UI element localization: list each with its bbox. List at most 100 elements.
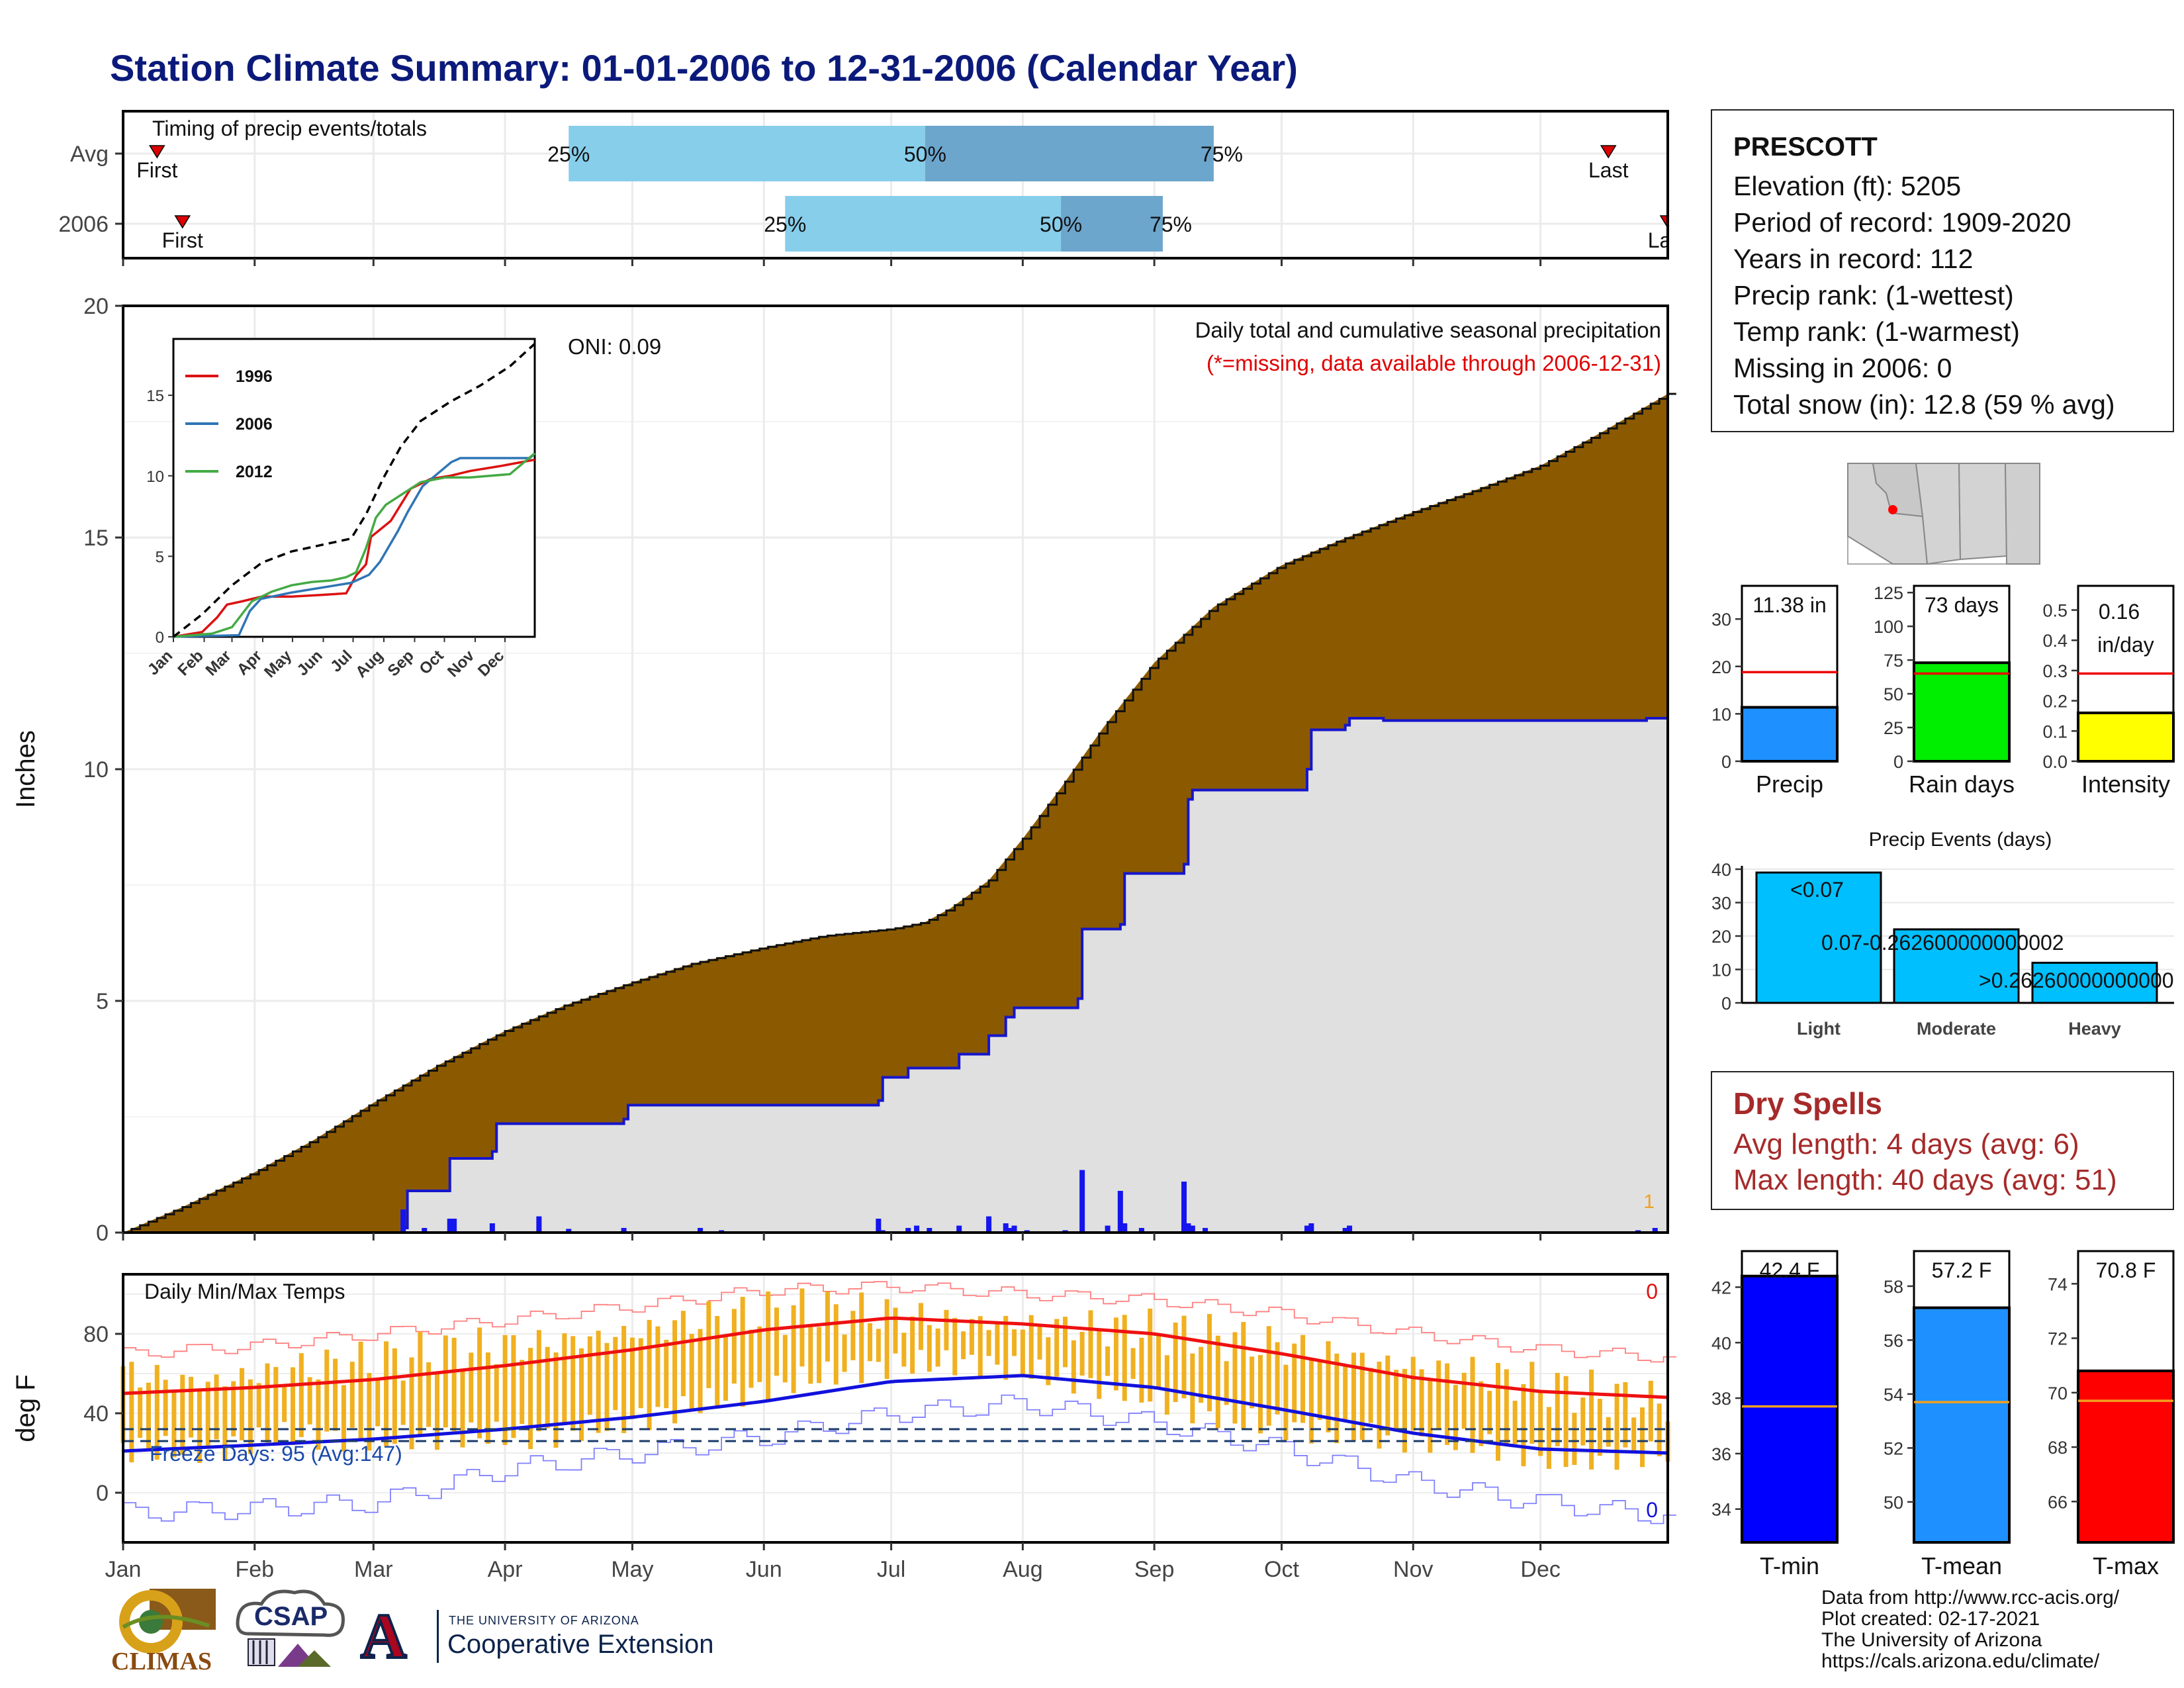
y-tick-label: 80: [83, 1322, 109, 1347]
daily-precip-bar: [451, 1219, 457, 1233]
count-top: 0: [1646, 1280, 1658, 1303]
daily-temp-bar: [443, 1335, 448, 1428]
daily-temp-bar: [1173, 1322, 1178, 1403]
daily-temp-bar: [324, 1349, 330, 1432]
summary-y-tick-label: 70: [2048, 1383, 2068, 1403]
daily-precip-bar: [1347, 1225, 1353, 1233]
daily-temp-bar: [1190, 1353, 1195, 1424]
daily-temp-bar: [1275, 1342, 1280, 1415]
daily-temp-bar: [1308, 1360, 1314, 1444]
daily-temp-bar: [536, 1330, 541, 1432]
daily-temp-bar: [995, 1324, 1000, 1365]
temp-summary-bars: 34 36 38 40 42 42.4 F T-min 50 52 54 56 58 57.2 F T-m…: [1711, 1250, 2175, 1579]
daily-temp-bar: [1631, 1417, 1637, 1451]
daily-temp-bar: [689, 1334, 694, 1409]
daily-temp-bar: [1020, 1329, 1025, 1376]
daily-temp-bar: [1334, 1353, 1340, 1444]
daily-temp-bar: [1394, 1370, 1399, 1429]
daily-temp-bar: [1105, 1346, 1111, 1376]
daily-temp-bar: [986, 1330, 991, 1356]
locator-map: [1847, 463, 2040, 565]
daily-temp-bar: [1580, 1397, 1586, 1446]
daily-precip-bar: [400, 1209, 406, 1233]
dry-spells-title: Dry Spells: [1733, 1086, 1882, 1121]
daily-temp-bar: [307, 1377, 312, 1425]
daily-temp-bar: [910, 1316, 915, 1374]
x-tick-label: Jul: [877, 1557, 905, 1582]
daily-temp-bar: [392, 1348, 397, 1444]
summary-y-tick-label: 66: [2048, 1492, 2068, 1512]
daily-temp-bar: [859, 1292, 864, 1383]
daily-precip-bar: [1079, 1170, 1085, 1233]
daily-temp-bar: [1097, 1331, 1102, 1399]
daily-temp-bar: [570, 1336, 576, 1431]
daily-temp-bar: [1199, 1346, 1204, 1403]
daily-temp-bar: [587, 1336, 592, 1415]
daily-precip-bar: [1105, 1225, 1111, 1233]
summary-value-label-2: in/day: [2097, 633, 2154, 657]
missing-note: (*=missing, data available through 2006-…: [1206, 351, 1661, 375]
last-marker: [1600, 145, 1617, 159]
daily-temp-bar: [1326, 1341, 1331, 1432]
daily-temp-bar: [205, 1382, 210, 1448]
daily-temp-bar: [553, 1352, 559, 1448]
credit-line: Data from http://www.rcc-acis.org/: [1821, 1587, 2120, 1609]
daily-temp-bar: [579, 1348, 584, 1441]
daily-temp-bar: [621, 1325, 627, 1433]
daily-precip-bar: [536, 1216, 542, 1233]
daily-temp-bar: [1648, 1380, 1653, 1442]
daily-temp-bar: [817, 1327, 822, 1383]
daily-temp-bar: [1496, 1363, 1501, 1461]
summary-y-tick-label: 38: [1711, 1389, 1731, 1409]
daily-temp-bar: [706, 1301, 711, 1388]
daily-temp-bar: [698, 1329, 703, 1413]
daily-precip-bar: [905, 1228, 911, 1233]
daily-temp-bar: [214, 1374, 219, 1440]
first-marker: [174, 215, 191, 229]
summary-y-tick-label: 0.3: [2042, 661, 2068, 681]
precip-events-chart: Light Moderate Heavy <0.07 0.07-0.2626000000…: [1711, 829, 2184, 1039]
daily-temp-bar: [1385, 1355, 1390, 1436]
daily-temp-bar: [1224, 1361, 1229, 1405]
csap-logo-mark: [232, 1589, 351, 1680]
summary-y-tick-label: 125: [1874, 583, 1903, 603]
summary-value-label: 0.16: [2099, 600, 2140, 624]
inset-y-tick-label: 15: [146, 387, 164, 405]
events-y-tick-label: 20: [1711, 927, 1731, 947]
daily-temp-bar: [842, 1335, 847, 1372]
daily-temp-bar: [749, 1329, 754, 1388]
daily-precip-bar: [422, 1228, 428, 1233]
daily-temp-bar: [774, 1307, 779, 1376]
daily-temp-bar: [638, 1338, 643, 1409]
daily-temp-bar: [629, 1337, 635, 1419]
timing-row-label: 2006: [58, 212, 109, 237]
daily-temp-bar: [1640, 1407, 1645, 1468]
summary-value-bar: [1913, 1306, 2011, 1544]
daily-temp-bar: [1037, 1325, 1042, 1360]
inset-series-line: [173, 452, 536, 638]
daily-temp-bar: [265, 1363, 270, 1443]
summary-panel-label: Precip: [1756, 771, 1823, 798]
count-bottom: 0: [1646, 1498, 1658, 1522]
timing-label-25: 25%: [547, 142, 590, 166]
event-bar: [2031, 961, 2158, 1004]
daily-temp-bar: [171, 1389, 177, 1458]
daily-precip-bar: [1007, 1228, 1013, 1233]
daily-temp-bar: [1410, 1356, 1416, 1431]
daily-temp-bar: [655, 1326, 660, 1407]
summary-y-tick-label: 10: [1711, 704, 1731, 724]
y-tick-label: 0: [96, 1221, 109, 1246]
avg-cumulative-line: [123, 393, 1676, 1234]
timing-label-75: 75%: [1150, 212, 1192, 236]
event-category-label: Heavy: [2068, 1019, 2121, 1039]
daily-temp-bar: [978, 1316, 983, 1378]
daily-temp-bar: [485, 1352, 490, 1444]
y-tick-label: 0: [96, 1481, 109, 1506]
daily-temp-bar: [1529, 1362, 1535, 1444]
daily-temp-bar: [884, 1299, 889, 1380]
daily-temp-bar: [1250, 1356, 1255, 1409]
daily-temp-bar: [680, 1311, 686, 1397]
summary-value-label: 11.38 in: [1752, 593, 1827, 617]
first-label: First: [162, 228, 203, 252]
